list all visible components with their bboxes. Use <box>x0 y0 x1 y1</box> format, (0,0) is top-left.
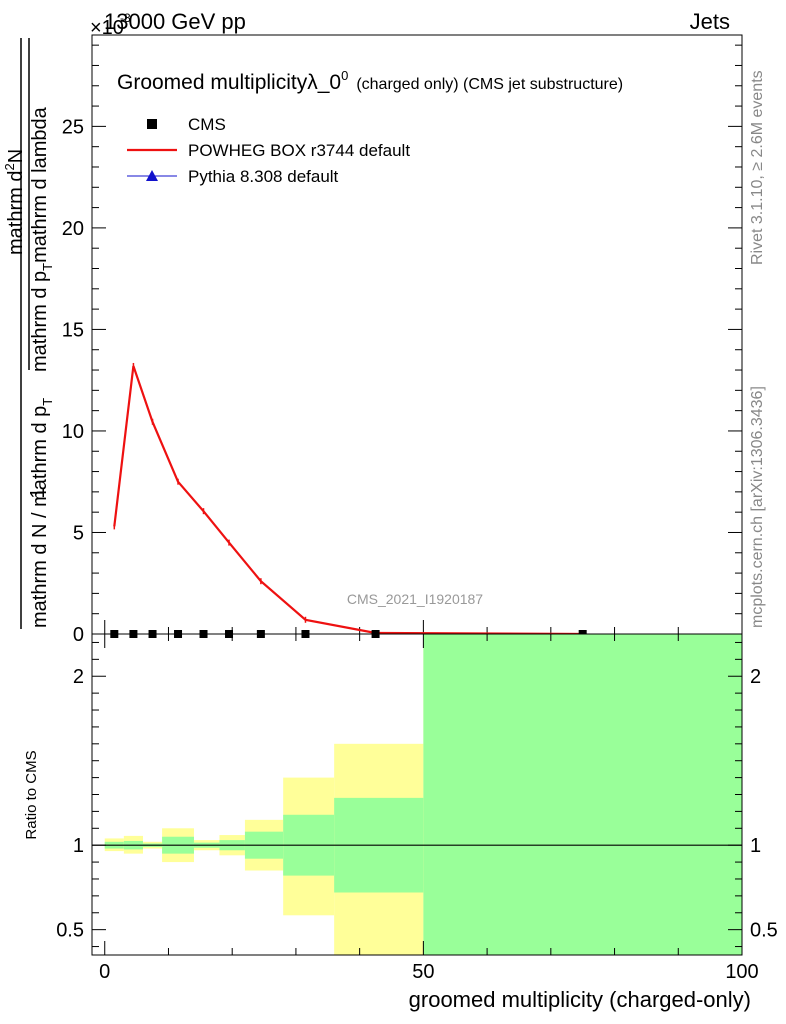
legend-marker-square <box>147 119 157 129</box>
ylabel-inner-numerator-main: mathrm d <box>5 171 27 255</box>
legend: CMS POWHEG BOX r3744 default Pythia 8.308 … <box>127 115 410 186</box>
x-tick-label: 50 <box>412 961 434 983</box>
ylabel-inner-numerator-sup: 2 <box>2 163 17 170</box>
y-tick-label: 0 <box>73 624 84 646</box>
ylabel-inner-denominator-sub: T <box>40 263 55 271</box>
scale-exponent: -3 <box>120 11 131 25</box>
y-tick-label: 25 <box>62 116 84 138</box>
energy-label: 13000 GeV pp <box>104 9 246 34</box>
y-tick-label: 15 <box>62 319 84 341</box>
ylabel-denominator: mathrm d N / mathrm d pT <box>29 398 55 628</box>
ylabel-inner-denominator: mathrm d pTmathrm d lambda <box>29 106 55 372</box>
ratio-y-tick-label: 2 <box>73 666 84 688</box>
x-axis-label: groomed multiplicity (charged-only) <box>409 987 751 1012</box>
category-label: Jets <box>690 9 730 34</box>
plot-title: Groomed multiplicityλ_00 (charged only) (… <box>117 68 623 94</box>
plot-title-sup: 0 <box>341 68 348 83</box>
main-y-axis-label: 1 mathrm d N / mathrm d pT mathrm d2N ma… <box>2 38 55 629</box>
ratio-panel: 0.5 0.5 1 1 2 2 0 50 100 Ratio to CMS groomed mu… <box>23 633 778 1012</box>
scale-label: ×10 <box>90 17 124 39</box>
legend-label: CMS <box>188 115 226 134</box>
legend-marker-triangle <box>146 170 158 181</box>
y-tick-label: 10 <box>62 421 84 443</box>
ratio-bands <box>92 634 742 955</box>
main-y-axis: 0 5 10 15 20 25 <box>62 44 743 646</box>
watermark: CMS_2021_I1920187 <box>347 591 483 607</box>
ratio-y-tick-label-right: 2 <box>750 666 761 688</box>
plot-title-suffix: (charged only) (CMS jet substructure) <box>356 76 623 93</box>
ylabel-denominator-sub: T <box>40 398 55 406</box>
rivet-label: Rivet 3.1.10, ≥ 2.6M events <box>749 70 766 265</box>
ratio-green-band <box>423 634 742 955</box>
legend-label: Pythia 8.308 default <box>188 167 339 186</box>
ylabel-inner-denominator-main: mathrm d p <box>29 271 51 372</box>
ratio-axes: 0.5 0.5 1 1 2 2 0 50 100 <box>56 634 778 983</box>
ylabel-inner-numerator-tail: N <box>5 149 27 163</box>
powheg-line <box>113 365 583 636</box>
ylabel-inner-numerator: mathrm d2N <box>2 149 27 255</box>
ratio-y-axis-label: Ratio to CMS <box>23 750 40 839</box>
plot-title-lambda: λ_0 <box>307 71 341 94</box>
ylabel-inner-denominator-tail: mathrm d lambda <box>29 106 51 262</box>
main-panel: CMS_2021_I1920187 Groomed multiplicityλ_… <box>2 34 743 646</box>
site-label: mcplots.cern.ch [arXiv:1306.3436] <box>749 386 766 628</box>
ylabel-denominator-main: mathrm d N / mathrm d p <box>29 406 51 628</box>
ratio-y-tick-label: 0.5 <box>56 920 84 942</box>
x-tick-label: 0 <box>99 961 110 983</box>
x-tick-label: 100 <box>725 961 758 983</box>
y-tick-label: 5 <box>73 522 84 544</box>
y-tick-label: 20 <box>62 218 84 240</box>
ratio-y-tick-label: 1 <box>73 835 84 857</box>
ratio-y-tick-label-right: 1 <box>750 835 761 857</box>
legend-label: POWHEG BOX r3744 default <box>188 141 410 160</box>
ratio-y-tick-label-right: 0.5 <box>750 920 778 942</box>
ylabel-numerator: 1 <box>27 487 49 498</box>
plot-title-main: Groomed multiplicity <box>117 71 308 94</box>
